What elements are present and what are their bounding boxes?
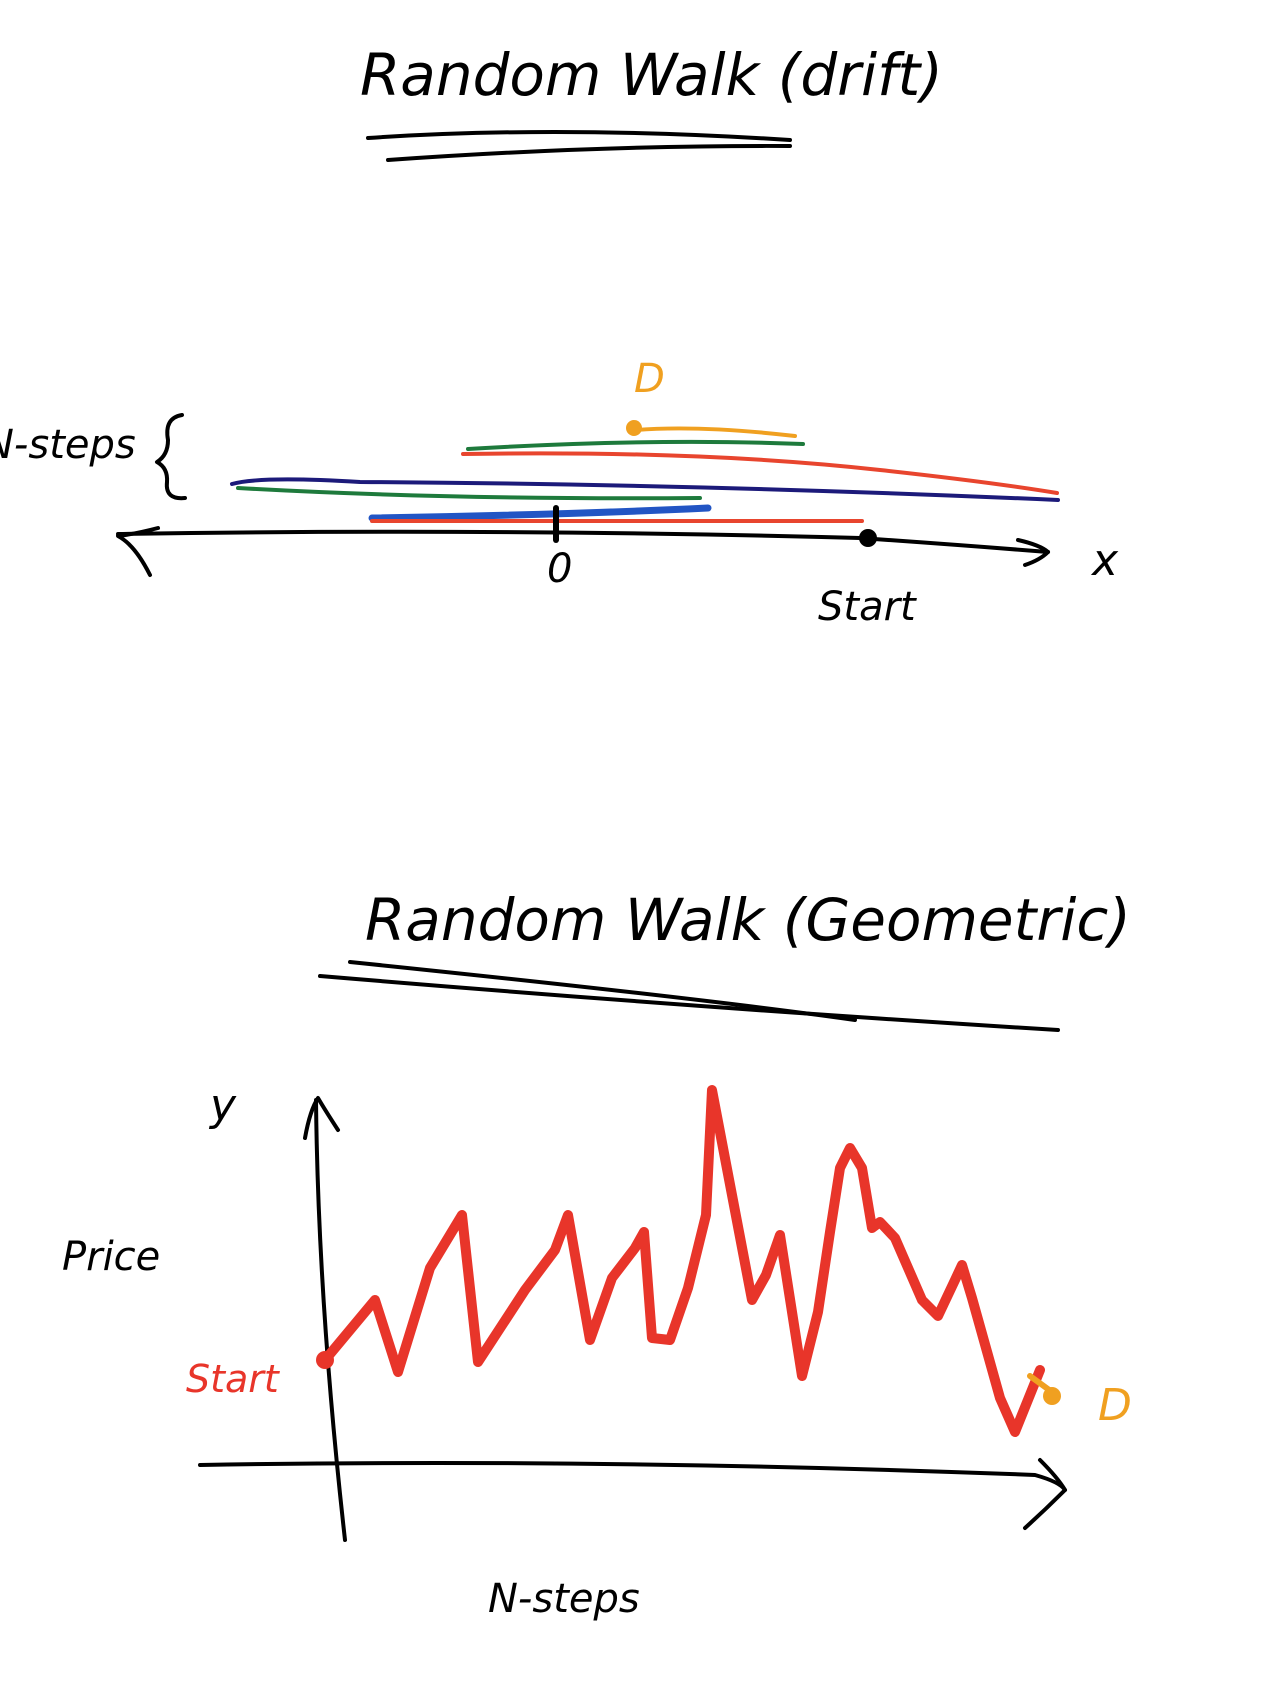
top-steps-label: N-steps — [0, 422, 136, 468]
top-end-label: D — [634, 356, 665, 402]
bottom-x-axis-arrow — [1023, 1458, 1067, 1530]
top-x-axis-left-arrow — [116, 526, 160, 577]
bottom-price-path — [320, 1085, 1045, 1437]
top-walk-red-1 — [461, 451, 1059, 495]
top-zero-label: 0 — [547, 546, 572, 592]
bottom-end-marker — [1043, 1387, 1061, 1405]
bottom-y-axis-arrow — [303, 1096, 340, 1140]
top-walk-green-1 — [466, 439, 805, 451]
top-steps-brace — [155, 413, 187, 501]
top-diagram: Random Walk (drift) N-steps x 0 Start D — [0, 41, 1119, 630]
top-x-axis-right-arrow — [1016, 538, 1050, 567]
top-title-underline-2 — [386, 143, 792, 162]
bottom-y-axis — [314, 1098, 347, 1542]
bottom-x-axis — [198, 1460, 1067, 1492]
top-start-marker — [859, 529, 877, 547]
bottom-y-axis-label: y — [208, 1080, 237, 1131]
top-walk-navy — [230, 477, 1060, 502]
top-walk-orange — [634, 426, 797, 438]
top-title: Random Walk (drift) — [360, 41, 943, 109]
bottom-end-label: D — [1098, 1380, 1132, 1431]
bottom-start-label: Start — [186, 1357, 281, 1401]
top-title-underline — [366, 129, 792, 142]
bottom-x-axis-name: N-steps — [488, 1576, 640, 1622]
bottom-y-axis-name: Price — [62, 1234, 160, 1280]
bottom-start-marker — [316, 1351, 334, 1369]
top-axis-label-x: x — [1090, 535, 1119, 586]
top-x-axis — [116, 529, 1050, 554]
bottom-title-underline-2 — [318, 974, 1060, 1032]
top-walk-blue — [368, 504, 712, 522]
bottom-title: Random Walk (Geometric) — [365, 886, 1131, 954]
top-walk-green-2 — [236, 486, 702, 501]
top-start-label: Start — [818, 584, 917, 630]
bottom-diagram: Random Walk (Geometric) y Price N-steps … — [62, 886, 1132, 1622]
top-end-marker — [626, 420, 642, 436]
